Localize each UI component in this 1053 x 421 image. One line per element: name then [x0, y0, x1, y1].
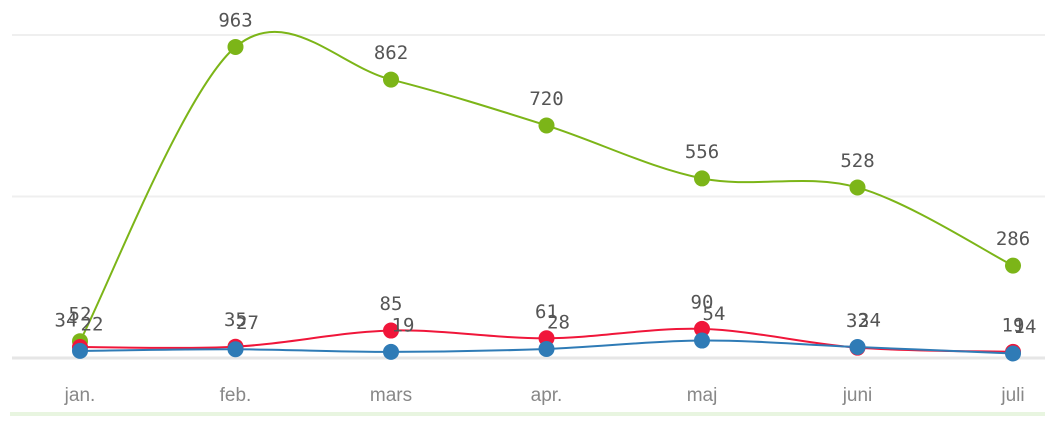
data-point	[383, 343, 399, 360]
data-label: 862	[374, 42, 408, 64]
data-label: 34	[858, 310, 881, 332]
data-point	[72, 342, 88, 359]
data-point	[1005, 257, 1021, 274]
x-tick-label: mars	[370, 385, 412, 406]
x-tick-label: maj	[687, 385, 718, 406]
data-label: 19	[1002, 314, 1025, 336]
data-label: 52	[69, 304, 92, 326]
data-label: 720	[529, 88, 563, 110]
data-label: 54	[703, 303, 726, 325]
x-tick-label: apr.	[531, 385, 563, 406]
data-label: 22	[81, 313, 104, 335]
data-point	[694, 320, 710, 337]
data-label: 28	[547, 311, 570, 333]
x-tick-label: jan.	[64, 385, 96, 406]
data-label: 963	[218, 9, 252, 31]
data-label: 34	[55, 310, 78, 332]
data-point	[227, 38, 244, 55]
data-point	[849, 179, 866, 196]
data-point	[383, 71, 399, 88]
data-point	[383, 322, 399, 339]
data-label: 32	[846, 310, 869, 332]
series-line	[79, 30, 1014, 342]
x-tick-label: juni	[842, 385, 873, 406]
data-point	[538, 117, 555, 134]
data-label: 61	[535, 301, 558, 323]
data-label: 85	[380, 293, 403, 315]
data-label: 556	[685, 141, 719, 163]
data-point	[227, 341, 244, 358]
data-label: 14	[1014, 316, 1037, 338]
data-label: 19	[392, 314, 415, 336]
x-tick-label: juli	[1000, 385, 1024, 406]
data-point	[1005, 345, 1021, 362]
data-label: 528	[840, 150, 874, 172]
data-point	[849, 339, 866, 356]
data-label: 35	[224, 309, 247, 331]
data-point	[694, 170, 710, 187]
data-point	[694, 332, 710, 349]
data-label: 90	[691, 291, 714, 313]
data-label: 286	[996, 228, 1030, 250]
scrollbar-track	[10, 412, 1045, 416]
data-label: 27	[236, 312, 259, 334]
x-tick-label: feb.	[220, 385, 252, 406]
data-point	[538, 340, 555, 357]
